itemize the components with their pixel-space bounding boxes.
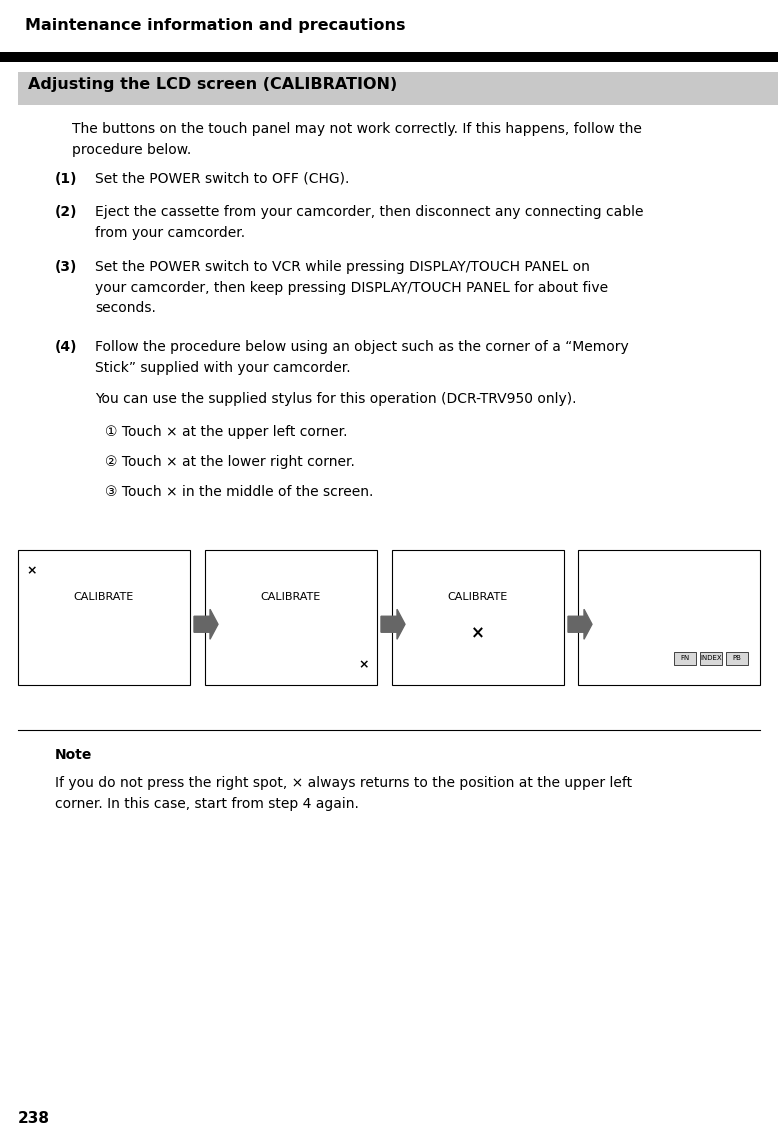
Text: INDEX: INDEX bbox=[700, 656, 722, 661]
Text: CALIBRATE: CALIBRATE bbox=[74, 591, 134, 602]
Text: CALIBRATE: CALIBRATE bbox=[448, 591, 508, 602]
Polygon shape bbox=[194, 610, 218, 639]
Text: ×: × bbox=[359, 658, 369, 672]
Bar bbox=[700, 652, 722, 665]
Text: If you do not press the right spot, × always returns to the position at the uppe: If you do not press the right spot, × al… bbox=[55, 776, 632, 811]
Text: Note: Note bbox=[55, 748, 93, 762]
Bar bbox=[578, 550, 760, 685]
Text: ① Touch × at the upper left corner.: ① Touch × at the upper left corner. bbox=[105, 426, 348, 439]
Bar bbox=[674, 652, 696, 665]
Bar bbox=[205, 550, 377, 685]
Bar bbox=[18, 550, 190, 685]
Polygon shape bbox=[381, 610, 405, 639]
Bar bbox=[726, 652, 748, 665]
Text: (2): (2) bbox=[55, 205, 78, 219]
Text: (3): (3) bbox=[55, 260, 77, 275]
Text: (4): (4) bbox=[55, 340, 78, 353]
Text: Follow the procedure below using an object such as the corner of a “Memory
Stick: Follow the procedure below using an obje… bbox=[95, 340, 629, 374]
Text: Maintenance information and precautions: Maintenance information and precautions bbox=[25, 18, 405, 33]
Bar bbox=[18, 72, 778, 105]
Text: CALIBRATE: CALIBRATE bbox=[261, 591, 321, 602]
Text: ×: × bbox=[471, 625, 485, 643]
Bar bbox=[0, 51, 778, 62]
Bar bbox=[392, 550, 564, 685]
Text: ③ Touch × in the middle of the screen.: ③ Touch × in the middle of the screen. bbox=[105, 485, 373, 499]
Text: Set the POWER switch to VCR while pressing DISPLAY/TOUCH PANEL on
your camcorder: Set the POWER switch to VCR while pressi… bbox=[95, 260, 608, 316]
Text: ② Touch × at the lower right corner.: ② Touch × at the lower right corner. bbox=[105, 455, 355, 469]
Text: Adjusting the LCD screen (CALIBRATION): Adjusting the LCD screen (CALIBRATION) bbox=[28, 77, 398, 92]
Polygon shape bbox=[568, 610, 592, 639]
Text: ×: × bbox=[26, 564, 37, 577]
Text: 238: 238 bbox=[18, 1111, 50, 1126]
Text: PB: PB bbox=[733, 656, 741, 661]
Text: (1): (1) bbox=[55, 172, 78, 186]
Text: Eject the cassette from your camcorder, then disconnect any connecting cable
fro: Eject the cassette from your camcorder, … bbox=[95, 205, 643, 239]
Text: FN: FN bbox=[681, 656, 689, 661]
Text: You can use the supplied stylus for this operation (DCR-TRV950 only).: You can use the supplied stylus for this… bbox=[95, 392, 576, 406]
Text: The buttons on the touch panel may not work correctly. If this happens, follow t: The buttons on the touch panel may not w… bbox=[72, 122, 642, 157]
Text: Set the POWER switch to OFF (CHG).: Set the POWER switch to OFF (CHG). bbox=[95, 172, 349, 186]
